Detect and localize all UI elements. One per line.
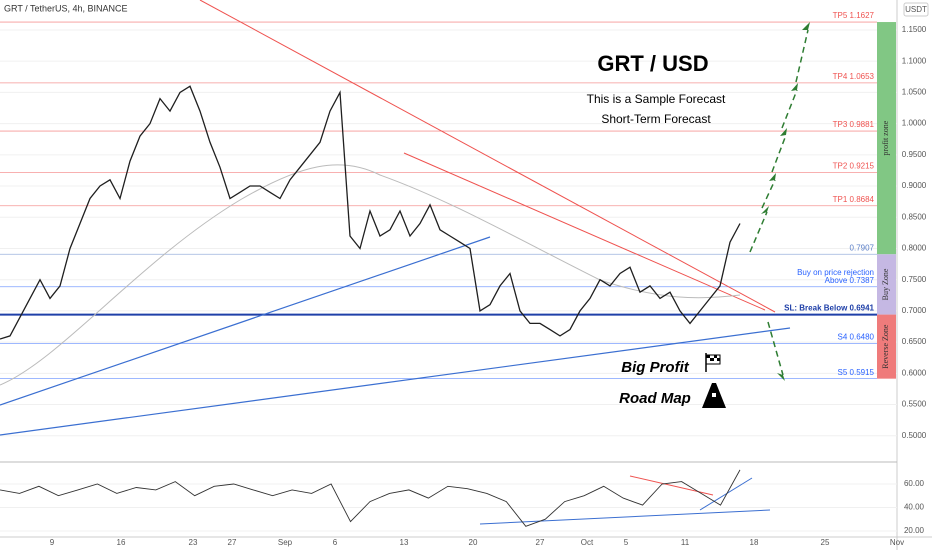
trend-line — [199, 0, 776, 313]
level-label: Above 0.7387 — [825, 276, 875, 285]
y-tick-label: 1.0500 — [902, 88, 927, 97]
y-tick-label: 1.0000 — [902, 119, 927, 128]
chart-title: GRT / USD — [597, 51, 708, 76]
x-tick-label: 27 — [536, 538, 545, 547]
zone — [877, 22, 896, 255]
y-tick-label: 60.00 — [904, 479, 925, 488]
x-tick-label: 25 — [821, 538, 830, 547]
x-tick-label: 13 — [400, 538, 409, 547]
road-icon-mark — [712, 393, 716, 397]
y-tick-label: 40.00 — [904, 503, 925, 512]
y-tick-label: 1.1000 — [902, 56, 927, 65]
x-tick-label: 16 — [117, 538, 126, 547]
y-tick-label: 0.8000 — [902, 244, 927, 253]
level-label: 0.7907 — [850, 243, 875, 252]
level-note: Buy on price rejection — [797, 268, 874, 277]
price-line — [0, 85, 741, 340]
rsi-line — [0, 469, 741, 527]
level-label: S4 0.6480 — [838, 332, 875, 341]
trend-line — [403, 152, 766, 311]
zone-label: Reverse Zone — [881, 324, 890, 369]
level-label: TP2 0.9215 — [833, 162, 875, 171]
y-tick-label: 0.7500 — [902, 275, 927, 284]
x-tick-label: Nov — [890, 538, 904, 547]
level-label: S5 0.5915 — [838, 368, 875, 377]
x-tick-label: Oct — [581, 538, 594, 547]
level-label: SL: Break Below 0.6941 — [784, 304, 874, 313]
y-tick-label: 0.6000 — [902, 368, 927, 377]
level-label: TP4 1.0653 — [833, 72, 875, 81]
y-tick-label: 0.5000 — [902, 431, 927, 440]
moving-average — [0, 164, 741, 386]
x-tick-label: Sep — [278, 538, 293, 547]
level-label: TP3 0.9881 — [833, 120, 875, 129]
rsi-trend-line — [699, 477, 753, 511]
x-tick-label: 5 — [624, 538, 629, 547]
zone — [877, 254, 896, 315]
y-tick-label: 1.1500 — [902, 25, 927, 34]
zone-label: profit zone — [881, 120, 890, 155]
x-tick-label: 27 — [228, 538, 237, 547]
forecast-arrows — [749, 29, 809, 376]
y-tick-label: 0.7000 — [902, 306, 927, 315]
y-tick-label: 0.9500 — [902, 150, 927, 159]
subtitle: This is a Sample Forecast — [587, 92, 726, 106]
x-tick-label: 20 — [469, 538, 478, 547]
x-tick-label: 23 — [189, 538, 198, 547]
trend-line — [0, 236, 491, 406]
currency: USDT — [905, 5, 927, 14]
y-tick-label: 0.8500 — [902, 212, 927, 221]
level-label: TP1 0.8684 — [833, 195, 875, 204]
x-tick-label: 11 — [681, 538, 690, 547]
arrow-heads — [761, 22, 810, 381]
currency-badge — [903, 2, 929, 17]
y-tick-label: 20.00 — [904, 526, 925, 535]
level-label: TP5 1.1627 — [833, 11, 875, 20]
zone-label: Buy Zone — [881, 268, 890, 300]
subtitle: Short-Term Forecast — [601, 112, 711, 126]
x-tick-label: 18 — [750, 538, 759, 547]
symbol-title: GRT / TetherUS, 4h, BINANCE — [4, 3, 128, 13]
annotation: Big Profit — [621, 359, 689, 376]
rsi-trend-line — [479, 509, 771, 525]
y-tick-label: 0.6500 — [902, 337, 927, 346]
trend-line — [0, 327, 791, 436]
flag-icon — [705, 353, 721, 372]
y-tick-label: 0.9000 — [902, 181, 927, 190]
x-tick-label: 6 — [333, 538, 338, 547]
annotation: Road Map — [619, 390, 691, 407]
y-tick-label: 0.5500 — [902, 400, 927, 409]
zone — [877, 314, 896, 379]
x-tick-label: 9 — [50, 538, 55, 547]
